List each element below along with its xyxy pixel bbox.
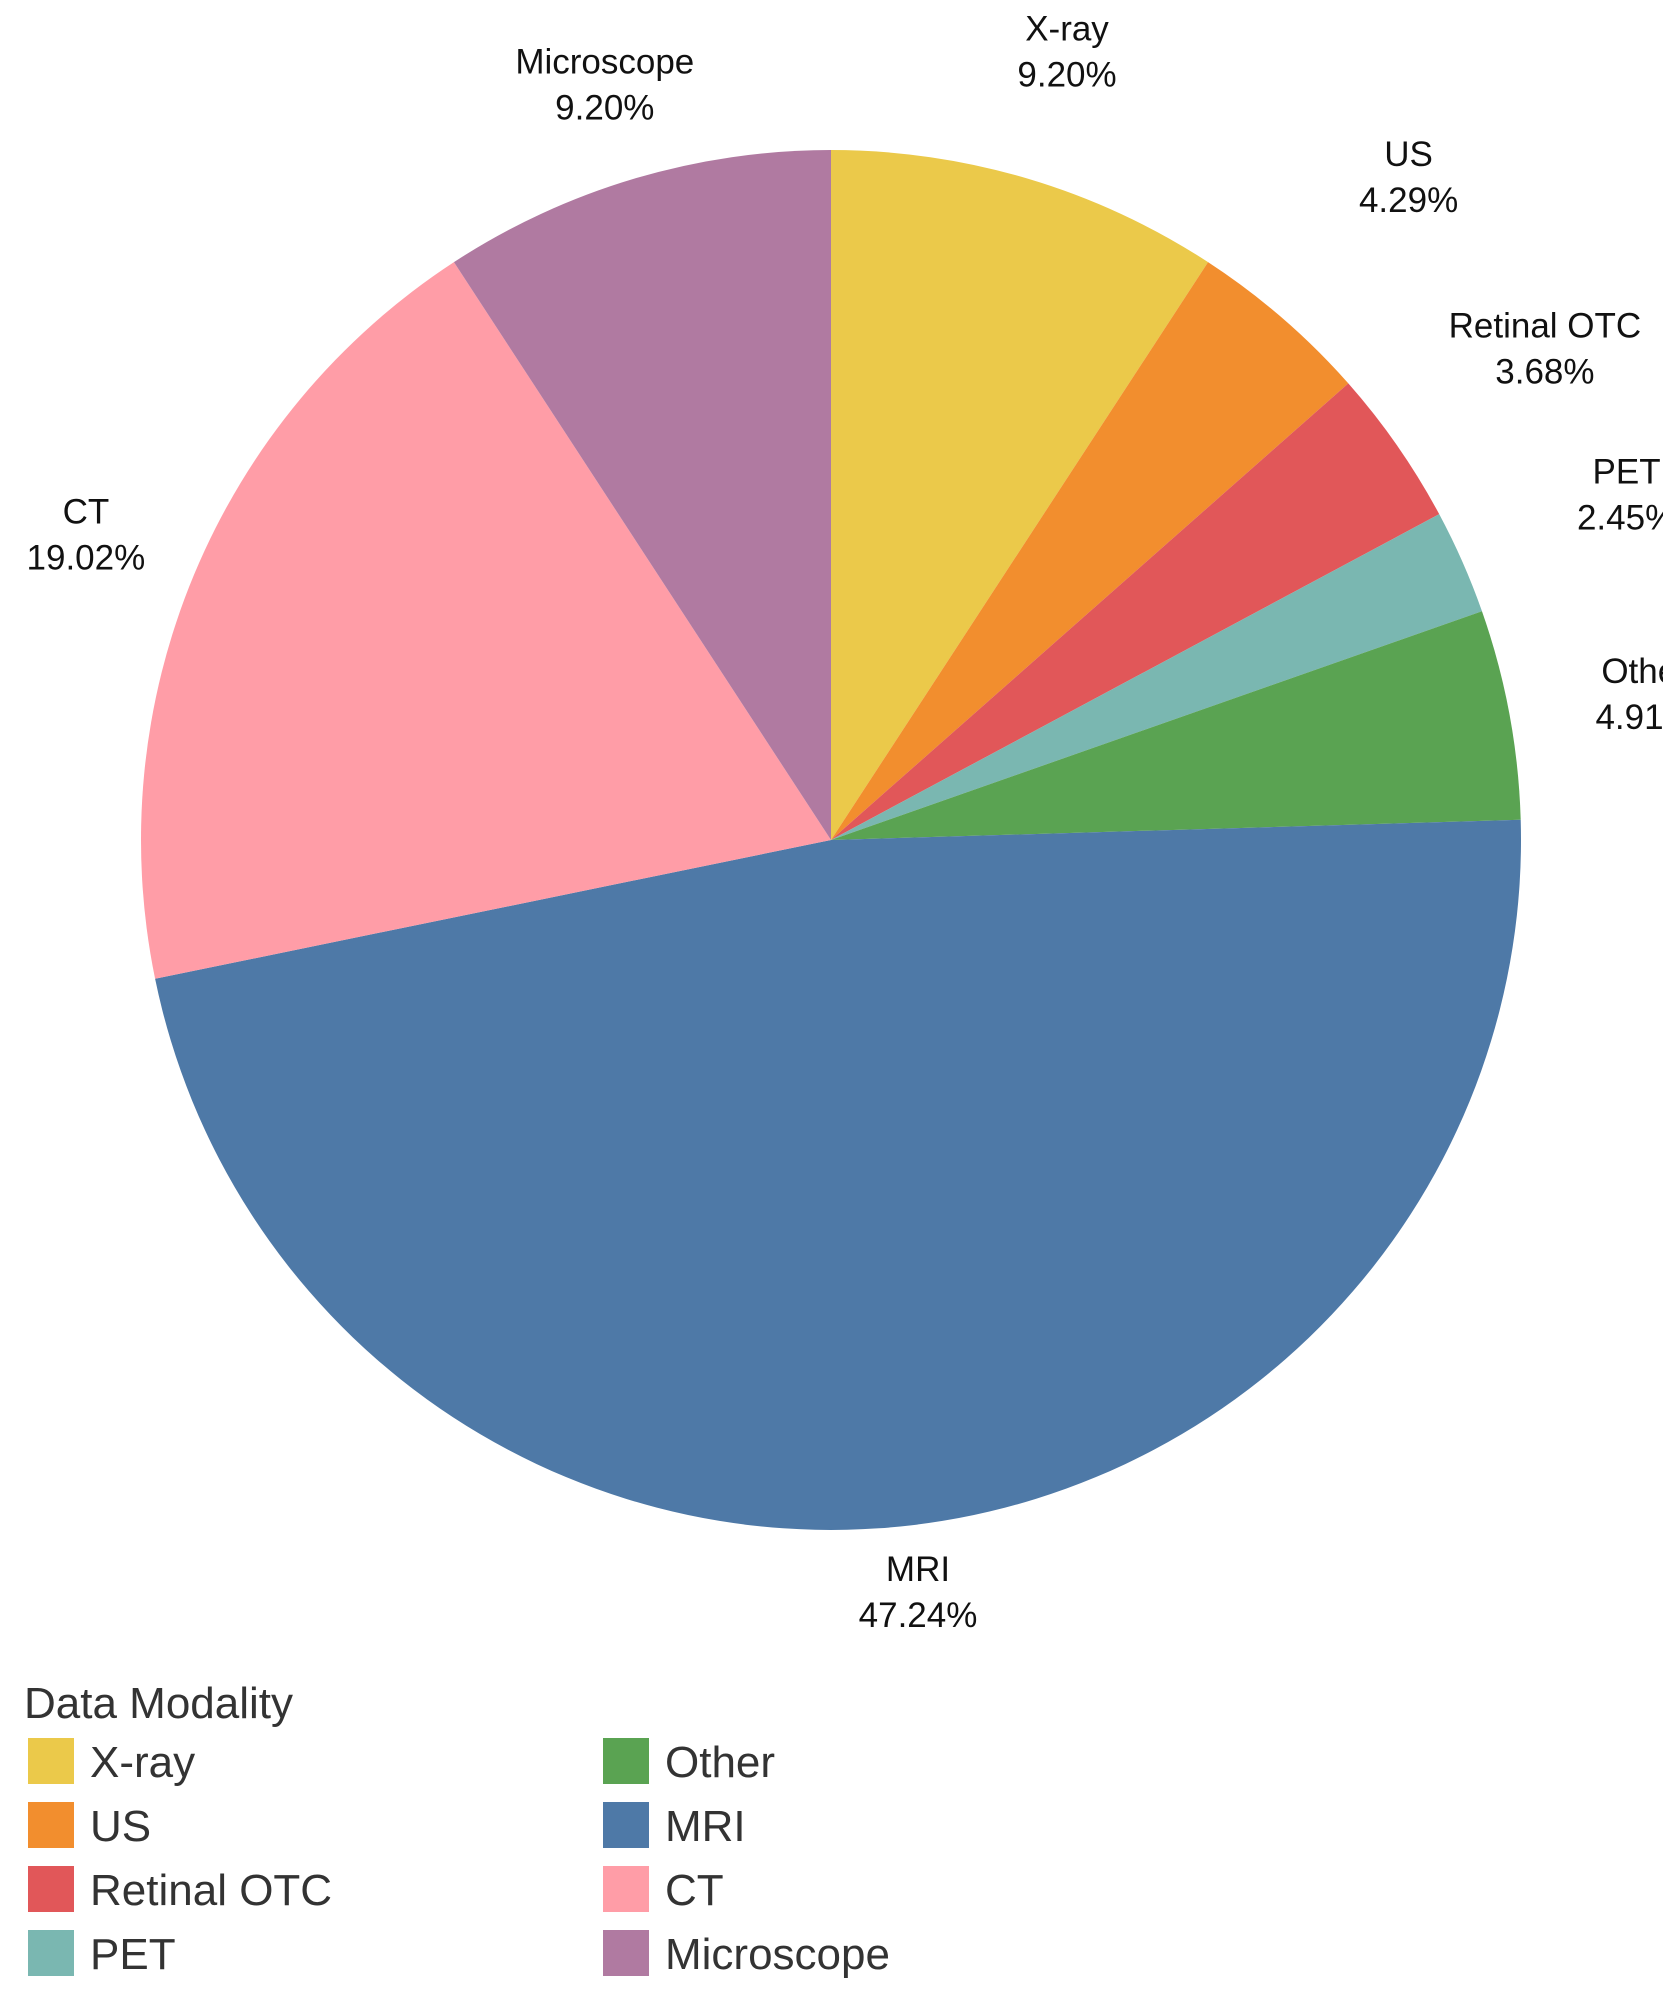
legend-label-x-ray: X-ray <box>90 1738 195 1787</box>
legend-swatch-pet <box>28 1930 74 1976</box>
pie-slice-mri <box>155 819 1521 1530</box>
legend-swatch-microscope <box>603 1930 649 1976</box>
pie-slices <box>141 150 1521 1530</box>
slice-value-retinal-otc: 3.68% <box>1495 353 1594 392</box>
slice-value-x-ray: 9.20% <box>1017 55 1116 94</box>
pie-slice-ct <box>141 262 831 979</box>
legend: Data Modality X-ray US Retinal OTC PET Other… <box>24 1679 890 1979</box>
slice-value-ct: 19.02% <box>27 538 146 577</box>
slice-value-other: 4.91% <box>1595 698 1663 737</box>
pie-slice-retinal-otc <box>831 383 1440 840</box>
slice-value-microscope: 9.20% <box>555 88 654 127</box>
pie-slice-x-ray <box>831 150 1209 840</box>
legend-swatch-other <box>603 1738 649 1784</box>
pie-slice-pet <box>831 514 1482 840</box>
legend-swatch-ct <box>603 1866 649 1912</box>
legend-label-other: Other <box>665 1738 775 1787</box>
slice-value-mri: 47.24% <box>859 1596 978 1635</box>
legend-items: X-ray US Retinal OTC PET Other MRI CT Microscop… <box>28 1738 890 1979</box>
slice-label-microscope: Microscope <box>515 42 694 81</box>
legend-swatch-us <box>28 1802 74 1848</box>
legend-swatch-retinal-otc <box>28 1866 74 1912</box>
legend-label-mri: MRI <box>665 1802 746 1851</box>
slice-label-pet: PET <box>1593 453 1661 492</box>
slice-label-other: Other <box>1601 652 1663 691</box>
slice-value-us: 4.29% <box>1359 181 1458 220</box>
slice-label-x-ray: X-ray <box>1025 9 1109 48</box>
slice-label-ct: CT <box>63 492 110 531</box>
slice-value-pet: 2.45% <box>1577 499 1663 538</box>
legend-label-ct: CT <box>665 1866 724 1915</box>
pie-slice-other <box>831 611 1521 840</box>
legend-label-us: US <box>90 1802 151 1851</box>
legend-swatch-x-ray <box>28 1738 74 1784</box>
legend-label-retinal-otc: Retinal OTC <box>90 1866 332 1915</box>
slice-label-us: US <box>1384 135 1433 174</box>
legend-label-pet: PET <box>90 1930 176 1979</box>
legend-label-microscope: Microscope <box>665 1930 890 1979</box>
legend-swatch-mri <box>603 1802 649 1848</box>
pie-labels: X-ray 9.20% US 4.29% Retinal OTC 3.68% PET 2.45… <box>27 9 1663 1635</box>
slice-label-retinal-otc: Retinal OTC <box>1449 307 1642 346</box>
pie-slice-us <box>831 262 1349 840</box>
pie-slice-microscope <box>453 150 831 840</box>
legend-title: Data Modality <box>24 1679 293 1728</box>
slice-label-mri: MRI <box>886 1550 950 1589</box>
